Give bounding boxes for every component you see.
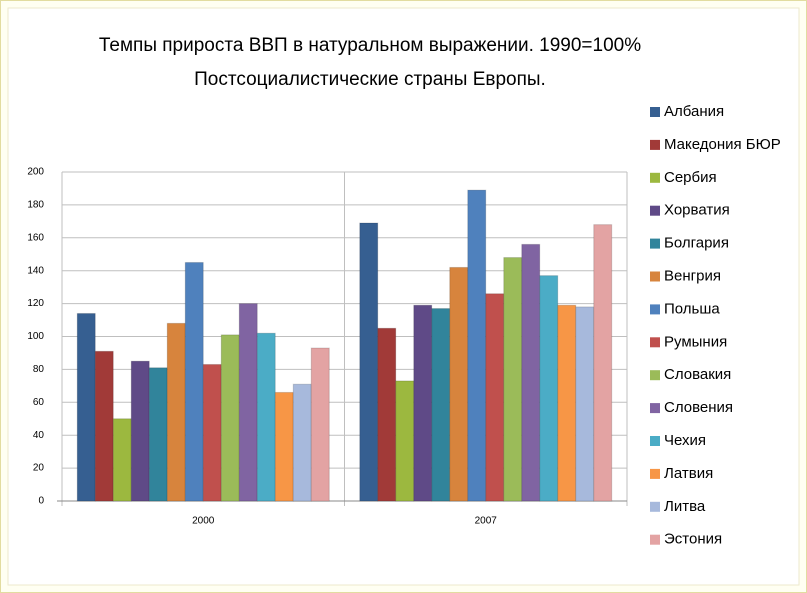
legend-label: Сербия xyxy=(664,169,717,186)
y-tick-label: 120 xyxy=(27,298,44,309)
legend-swatch xyxy=(650,436,660,446)
bar xyxy=(467,189,487,502)
bar xyxy=(220,334,240,502)
legend-swatch xyxy=(650,139,660,150)
bar xyxy=(310,347,330,502)
legend-swatch xyxy=(650,172,660,183)
legend-label: Македония БЮР xyxy=(664,136,781,153)
bar xyxy=(292,383,312,502)
legend-label: Латвия xyxy=(664,465,713,482)
legend-swatch xyxy=(650,337,660,348)
legend-label: Эстония xyxy=(664,531,722,548)
legend-swatch xyxy=(650,107,660,117)
y-tick-label: 60 xyxy=(33,397,45,408)
bar xyxy=(503,257,523,502)
legend-label: Литва xyxy=(664,498,706,515)
bar xyxy=(359,222,379,502)
bar xyxy=(130,360,150,502)
y-tick-label: 100 xyxy=(27,331,44,342)
bar xyxy=(449,266,469,502)
y-tick-label: 200 xyxy=(27,167,44,178)
bar xyxy=(575,306,595,502)
bar xyxy=(539,275,559,502)
legend-swatch xyxy=(650,534,660,545)
x-tick-label: 2000 xyxy=(192,516,215,527)
legend-label: Чехия xyxy=(664,432,706,449)
x-tick-label: 2007 xyxy=(475,516,498,527)
legend-label: Албания xyxy=(664,103,724,120)
chart-title: Темпы прироста ВВП в натуральном выражен… xyxy=(99,35,641,56)
y-tick-label: 180 xyxy=(27,200,44,211)
bar xyxy=(274,391,294,502)
legend-swatch xyxy=(650,238,660,249)
legend-label: Словения xyxy=(664,399,733,416)
legend-swatch xyxy=(650,501,660,512)
bar xyxy=(166,322,186,502)
bar xyxy=(94,350,114,502)
bar xyxy=(557,304,577,502)
bar xyxy=(413,304,433,502)
chart-subtitle: Постсоциалистические страны Европы. xyxy=(194,69,546,90)
y-tick-label: 140 xyxy=(27,265,44,276)
y-tick-label: 160 xyxy=(27,232,44,243)
legend-swatch xyxy=(650,403,660,414)
legend-label: Венгрия xyxy=(664,267,721,284)
bar xyxy=(256,332,276,502)
bar xyxy=(485,293,505,502)
bar xyxy=(593,224,613,502)
bar xyxy=(184,261,204,502)
legend-swatch xyxy=(650,271,660,282)
legend-swatch xyxy=(650,370,660,381)
bar xyxy=(202,363,222,502)
bar xyxy=(431,308,451,502)
y-tick-label: 40 xyxy=(33,430,45,441)
bar xyxy=(238,303,258,502)
bar xyxy=(395,380,415,502)
legend-label: Болгария xyxy=(664,235,729,252)
legend-swatch xyxy=(650,304,660,315)
bar xyxy=(148,367,168,502)
bar xyxy=(521,243,541,502)
y-tick-label: 20 xyxy=(33,463,45,474)
legend-label: Хорватия xyxy=(664,202,730,219)
bar xyxy=(377,327,397,502)
bar xyxy=(76,312,96,502)
legend-swatch xyxy=(650,205,660,216)
bar xyxy=(112,418,132,502)
legend-label: Польша xyxy=(664,300,720,317)
y-tick-label: 0 xyxy=(38,496,44,507)
legend-swatch xyxy=(650,468,660,479)
legend-label: Румыния xyxy=(664,333,727,350)
legend-label: Словакия xyxy=(664,366,731,383)
y-tick-label: 80 xyxy=(33,364,45,375)
